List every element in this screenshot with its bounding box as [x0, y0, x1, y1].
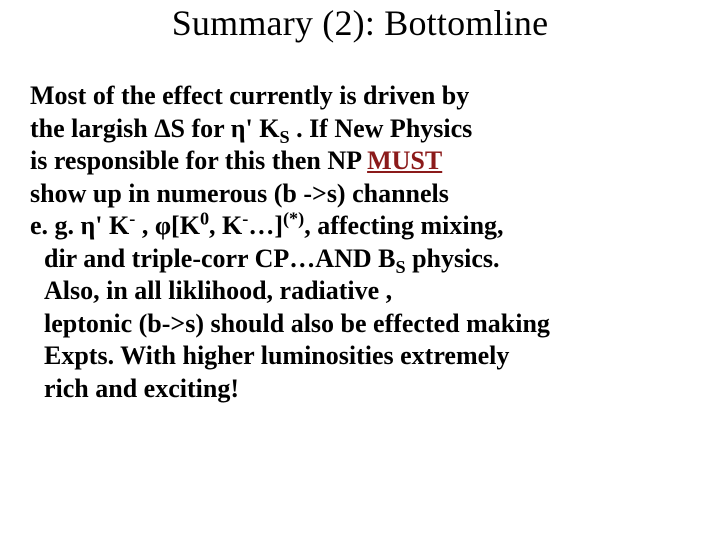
line-4: show up in numerous (b ->s) channels: [30, 178, 690, 211]
line-3: is responsible for this then NP MUST: [30, 145, 690, 178]
text-fragment: Expts. With higher luminosities extremel…: [44, 341, 509, 370]
emphasis-must: MUST: [367, 146, 442, 175]
text-fragment: physics.: [406, 244, 500, 273]
text-fragment: , K: [209, 211, 242, 240]
text-fragment: e. g. η' K: [30, 211, 129, 240]
slide: Summary (2): Bottomline Most of the effe…: [0, 0, 720, 540]
line-6: dir and triple-corr CP…AND BS physics.: [30, 243, 690, 276]
text-fragment: . If New Physics: [290, 114, 473, 143]
subscript-s: S: [395, 257, 405, 277]
line-8: leptonic (b->s) should also be effected …: [30, 308, 690, 341]
text-fragment: show up in numerous (b ->s) channels: [30, 179, 449, 208]
line-2: the largish ΔS for η' KS . If New Physic…: [30, 113, 690, 146]
line-5: e. g. η' K- , φ[K0, K-…](*), affecting m…: [30, 210, 690, 243]
subscript-s: S: [279, 127, 289, 147]
superscript-star: (*): [283, 208, 304, 228]
slide-title: Summary (2): Bottomline: [0, 0, 720, 44]
text-fragment: leptonic (b->s) should also be effected …: [44, 309, 550, 338]
text-fragment: Most of the effect currently is driven b…: [30, 81, 469, 110]
text-fragment: , φ[K: [135, 211, 200, 240]
text-fragment: …]: [248, 211, 283, 240]
text-fragment: dir and triple-corr CP…AND B: [44, 244, 395, 273]
line-1: Most of the effect currently is driven b…: [30, 80, 690, 113]
body-text: Most of the effect currently is driven b…: [30, 80, 690, 405]
line-10: rich and exciting!: [30, 373, 690, 406]
line-9: Expts. With higher luminosities extremel…: [30, 340, 690, 373]
superscript-zero: 0: [200, 208, 209, 228]
text-fragment: the largish ΔS for η' K: [30, 114, 279, 143]
text-fragment: Also, in all liklihood, radiative ,: [44, 276, 392, 305]
text-fragment: is responsible for this then NP: [30, 146, 367, 175]
line-7: Also, in all liklihood, radiative ,: [30, 275, 690, 308]
text-fragment: rich and exciting!: [44, 374, 239, 403]
text-fragment: , affecting mixing,: [304, 211, 503, 240]
